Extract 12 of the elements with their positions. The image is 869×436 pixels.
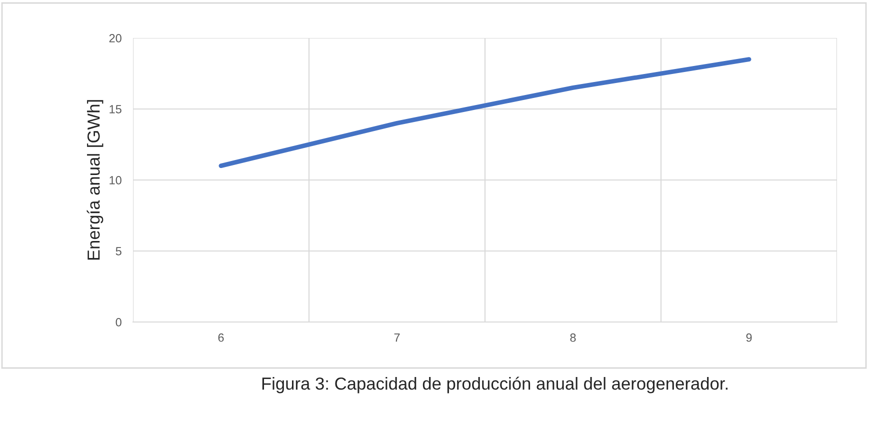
- y-axis-title: Energía anual [GWh]: [86, 100, 104, 260]
- text: Figura 3: Capacidad de producción anual del aerogenerador.: [262, 376, 728, 394]
- line-series: [218, 57, 752, 168]
- y-tick-label: 0: [116, 318, 122, 326]
- x-tick-label: 6: [218, 333, 224, 342]
- y-tick-label: 10: [110, 176, 122, 184]
- x-tick-label: 7: [394, 334, 400, 342]
- y-tick-label: 20: [109, 34, 122, 42]
- x-tick-label: 9: [746, 333, 752, 342]
- y-tick-label: 5: [116, 247, 122, 256]
- y-tick-label: 15: [110, 105, 122, 114]
- x-tick-label: 8: [570, 333, 576, 342]
